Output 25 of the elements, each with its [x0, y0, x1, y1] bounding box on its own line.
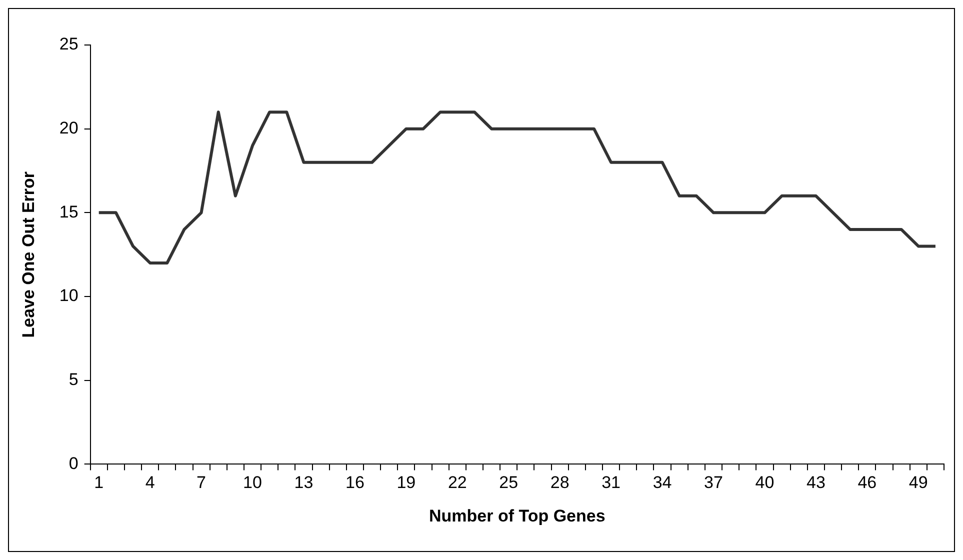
x-tick-label: 34 [652, 473, 672, 492]
x-tick-label: 13 [294, 473, 314, 492]
y-tick-label: 25 [59, 34, 78, 54]
x-tick-label: 10 [243, 473, 262, 492]
x-tick-label: 46 [858, 473, 877, 492]
x-tick-label: 43 [806, 473, 826, 492]
x-tick-label: 1 [94, 473, 104, 492]
x-tick-label: 16 [345, 473, 364, 492]
x-tick-label: 28 [550, 473, 570, 492]
x-tick-label: 19 [396, 473, 416, 492]
x-tick-label: 4 [145, 473, 155, 492]
x-tick-label: 22 [448, 473, 467, 492]
x-axis-title: Number of Top Genes [429, 506, 606, 526]
y-tick-label: 20 [59, 118, 78, 138]
x-tick-label: 40 [755, 473, 774, 492]
y-tick-label: 0 [68, 454, 78, 473]
x-tick-label: 7 [196, 473, 206, 492]
y-tick-label: 5 [68, 370, 78, 390]
y-axis-title: Leave One Out Error [18, 171, 38, 338]
x-tick-label: 37 [704, 473, 723, 492]
x-tick-label: 31 [602, 473, 621, 492]
x-tick-label: 49 [908, 473, 928, 492]
y-tick-label: 15 [59, 202, 78, 222]
x-tick-label: 25 [499, 473, 518, 492]
y-tick-label: 10 [59, 286, 78, 306]
